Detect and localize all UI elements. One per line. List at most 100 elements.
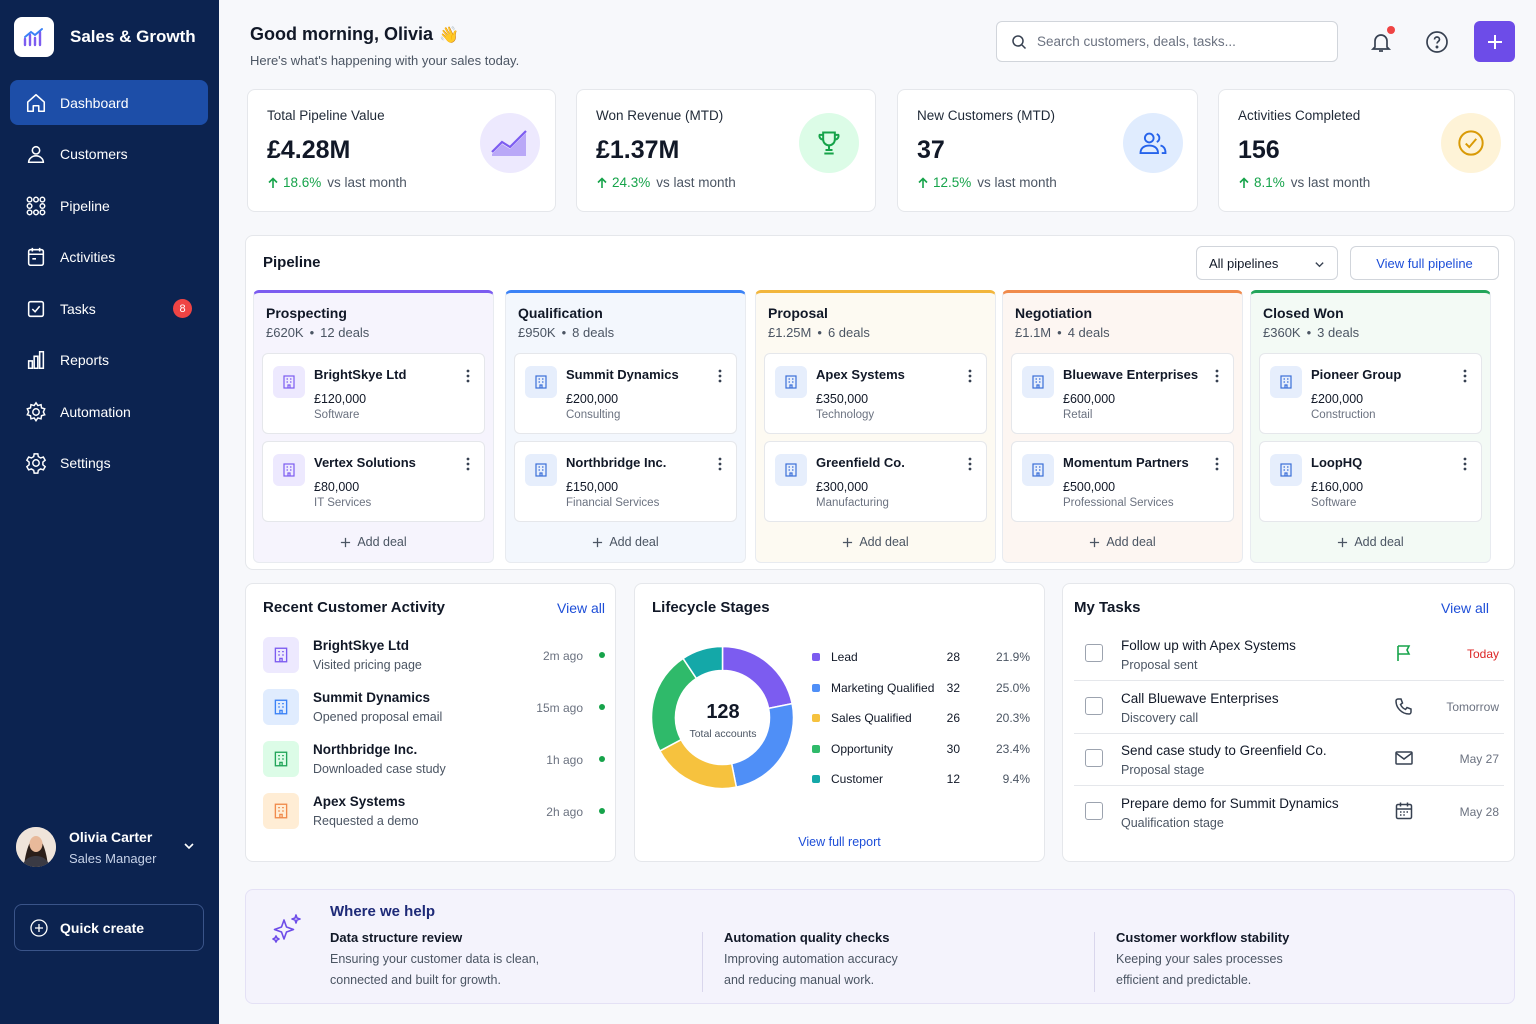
deal-card[interactable]: Greenfield Co. £300,000 Manufacturing — [764, 441, 987, 522]
quick-create-button[interactable]: Quick create — [14, 904, 204, 951]
sidebar-item-pipeline[interactable]: Pipeline — [10, 183, 208, 228]
stage-name: Proposal — [768, 305, 828, 321]
legend-count: 12 — [946, 772, 960, 786]
plus-circle-icon — [30, 918, 48, 937]
task-row[interactable]: Send case study to Greenfield Co. Proposa… — [1074, 734, 1504, 786]
sidebar-item-dashboard[interactable]: Dashboard — [10, 80, 208, 125]
sidebar-item-automation[interactable]: Automation — [10, 389, 208, 434]
legend-percent: 23.4% — [995, 741, 1030, 756]
activity-item[interactable]: Summit Dynamics Opened proposal email 15m … — [263, 687, 605, 727]
more-options-icon[interactable] — [712, 454, 728, 474]
sidebar-item-tasks[interactable]: Tasks 8 — [10, 286, 208, 331]
pipeline-stage-prospecting: Prospecting £620K • 12 deals BrightSkye Ltd £… — [253, 290, 494, 563]
kpi-card-pipeline-value[interactable]: Total Pipeline Value £4.28M 18.6% vs las… — [247, 89, 556, 212]
sidebar-item-customers[interactable]: Customers — [10, 132, 208, 177]
activity-company: BrightSkye Ltd — [313, 638, 410, 653]
more-options-icon[interactable] — [962, 366, 978, 386]
deal-card[interactable]: LoopHQ £160,000 Software — [1259, 441, 1482, 522]
help-button[interactable] — [1419, 24, 1455, 60]
user-name: Olivia Carter — [69, 828, 153, 845]
view-all-activity-link[interactable]: View all — [557, 600, 605, 616]
deal-card[interactable]: Apex Systems £350,000 Technology — [764, 353, 987, 434]
more-options-icon[interactable] — [1457, 454, 1473, 474]
stage-deal-count: 6 deals — [827, 325, 870, 340]
view-all-tasks-link[interactable]: View all — [1441, 600, 1489, 616]
kpi-card-new-customers[interactable]: New Customers (MTD) 37 12.5% vs last mon… — [897, 89, 1198, 212]
plus-icon — [1337, 537, 1348, 548]
task-due-date: Tomorrow — [1446, 699, 1499, 714]
task-checkbox[interactable] — [1085, 644, 1103, 662]
stage-deal-count: 8 deals — [572, 325, 615, 340]
chevron-down-icon — [182, 839, 196, 853]
building-icon — [273, 366, 305, 398]
donut-slice-customer[interactable] — [682, 646, 724, 680]
stage-name: Closed Won — [1263, 305, 1344, 321]
deal-card[interactable]: Momentum Partners £500,000 Professional Se… — [1011, 441, 1234, 522]
legend-item: Customer 12 9.4% — [812, 771, 1030, 789]
sidebar-item-settings[interactable]: Settings — [10, 441, 208, 486]
sidebar-item-reports[interactable]: Reports — [10, 338, 208, 383]
arrow-up-icon — [596, 176, 608, 189]
add-new-button[interactable] — [1474, 21, 1515, 62]
deal-card[interactable]: Pioneer Group £200,000 Construction — [1259, 353, 1482, 434]
task-checkbox[interactable] — [1085, 696, 1103, 715]
search-input[interactable] — [1037, 34, 1317, 49]
kpi-card-won-revenue[interactable]: Won Revenue (MTD) £1.37M 24.3% vs last m… — [576, 89, 876, 212]
task-checkbox[interactable] — [1085, 801, 1103, 820]
donut-slice-sales-qualified[interactable] — [658, 738, 738, 789]
add-deal-label: Add deal — [1106, 535, 1156, 549]
more-options-icon[interactable] — [460, 366, 476, 386]
task-checkbox[interactable] — [1085, 749, 1103, 767]
pipeline-filter-select[interactable]: All pipelines — [1196, 246, 1338, 280]
donut-slice-lead[interactable] — [721, 646, 794, 710]
deal-name: Pioneer Group — [1311, 367, 1402, 382]
add-deal-button[interactable]: Add deal — [1251, 535, 1490, 549]
deal-card[interactable]: Bluewave Enterprises £600,000 Retail — [1011, 353, 1234, 434]
task-due-date: Today — [1466, 647, 1499, 661]
view-full-report-link[interactable]: View full report — [798, 835, 881, 849]
add-deal-label: Add deal — [859, 535, 909, 549]
more-options-icon[interactable] — [712, 366, 728, 386]
add-deal-button[interactable]: Add deal — [254, 535, 493, 549]
activity-item[interactable]: BrightSkye Ltd Visited pricing page 2m ago — [263, 635, 605, 675]
kpi-card-activities[interactable]: Activities Completed 156 8.1% vs last mo… — [1218, 89, 1515, 212]
more-options-icon[interactable] — [1209, 366, 1225, 386]
add-deal-button[interactable]: Add deal — [756, 535, 995, 549]
add-deal-label: Add deal — [357, 535, 407, 549]
brand[interactable]: Sales & Growth — [14, 17, 196, 57]
activity-item[interactable]: Northbridge Inc. Downloaded case study 1h … — [263, 739, 605, 779]
sidebar-item-activities[interactable]: Activities — [10, 235, 208, 280]
deal-card[interactable]: Vertex Solutions £80,000 IT Services — [262, 441, 485, 522]
separator-dot: • — [561, 325, 567, 340]
deal-industry: Consulting — [566, 409, 621, 421]
task-row[interactable]: Call Bluewave Enterprises Discovery call T… — [1074, 682, 1504, 734]
kpi-change-pct: 8.1% — [1254, 175, 1285, 190]
activity-item[interactable]: Apex Systems Requested a demo 2h ago — [263, 791, 605, 831]
sidebar-item-label: Dashboard — [60, 94, 129, 111]
deal-name: Bluewave Enterprises — [1063, 367, 1199, 382]
more-options-icon[interactable] — [962, 454, 978, 474]
more-options-icon[interactable] — [1209, 454, 1225, 474]
kpi-change-label: vs last month — [1290, 175, 1371, 190]
more-options-icon[interactable] — [1457, 366, 1473, 386]
view-full-pipeline-button[interactable]: View full pipeline — [1350, 246, 1499, 280]
search-bar[interactable] — [996, 21, 1338, 62]
task-row[interactable]: Prepare demo for Summit Dynamics Qualific… — [1074, 787, 1504, 839]
pipeline-icon — [24, 194, 48, 218]
brand-name: Sales & Growth — [70, 27, 196, 46]
task-row[interactable]: Follow up with Apex Systems Proposal sent… — [1074, 629, 1504, 681]
add-deal-button[interactable]: Add deal — [506, 535, 745, 549]
notifications-button[interactable] — [1363, 24, 1399, 60]
help-col-text: Improving automation accuracy and reduci… — [724, 952, 898, 987]
more-options-icon[interactable] — [460, 454, 476, 474]
sidebar-item-label: Settings — [60, 455, 111, 471]
deal-card[interactable]: BrightSkye Ltd £120,000 Software — [262, 353, 485, 434]
deal-card[interactable]: Summit Dynamics £200,000 Consulting — [514, 353, 737, 434]
user-menu[interactable]: Olivia Carter Sales Manager — [16, 824, 206, 870]
sparkles-icon — [270, 912, 304, 946]
pipeline-stage-qualification: Qualification £950K • 8 deals Summit Dynamic… — [505, 290, 746, 563]
deal-card[interactable]: Northbridge Inc. £150,000 Financial Servic… — [514, 441, 737, 522]
donut-total: 128 — [706, 701, 740, 723]
add-deal-button[interactable]: Add deal — [1003, 535, 1242, 549]
stage-name: Negotiation — [1015, 305, 1092, 321]
